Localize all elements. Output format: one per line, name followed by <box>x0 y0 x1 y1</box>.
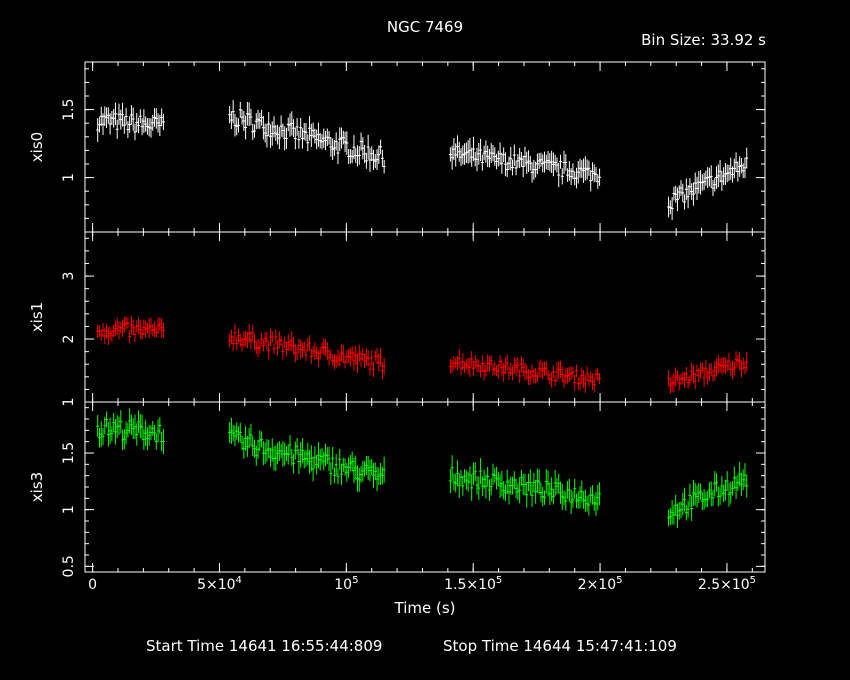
x-tick-label: 2×105 <box>578 575 623 593</box>
y-tick-label: 1.5 <box>61 442 77 464</box>
start-time-label: Start Time 14641 16:55:44:809 <box>146 637 383 655</box>
x-tick-label: 2.5×105 <box>698 575 756 593</box>
y-tick-label: 0.5 <box>61 555 77 577</box>
y-tick-label: 1 <box>61 505 77 514</box>
panel-frame <box>84 231 766 403</box>
y-tick-label: 1.5 <box>61 98 77 120</box>
x-tick-label: 5×104 <box>197 575 242 593</box>
panel-frame <box>84 401 766 573</box>
x-tick-label: 105 <box>334 575 358 593</box>
x-tick-label: 0 <box>88 577 97 593</box>
y-tick-label: 1 <box>61 173 77 182</box>
bin-size-label: Bin Size: 33.92 s <box>641 31 766 49</box>
y-axis-label: xis0 <box>28 132 46 162</box>
y-axis-label: xis3 <box>28 472 46 502</box>
stop-time-label: Stop Time 14644 15:47:41:109 <box>443 637 677 655</box>
y-tick-label: 2 <box>61 335 77 344</box>
y-axis-label: xis1 <box>28 302 46 332</box>
x-tick-label: 1.5×105 <box>444 575 502 593</box>
panel-frame <box>84 61 766 233</box>
y-tick-label: 1 <box>61 398 77 407</box>
y-tick-label: 3 <box>61 272 77 281</box>
x-axis-label: Time (s) <box>394 599 456 617</box>
chart-title: NGC 7469 <box>386 18 464 36</box>
